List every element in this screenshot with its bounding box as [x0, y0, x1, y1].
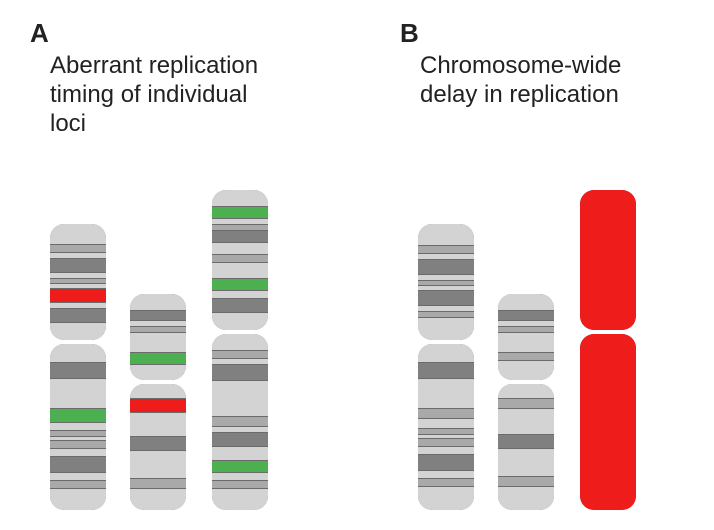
p-arm: [580, 190, 636, 330]
chromosome-area: [0, 190, 714, 510]
panel-label-a: A: [30, 18, 49, 49]
band: [580, 334, 636, 510]
panel-label-b: B: [400, 18, 419, 49]
band: [580, 190, 636, 330]
q-arm: [580, 334, 636, 510]
panel-title-b: Chromosome-wide delay in replication: [420, 52, 621, 110]
figure-root: AAberrant replication timing of individu…: [0, 0, 714, 530]
panel-title-a: Aberrant replication timing of individua…: [50, 52, 258, 138]
chromosome: [580, 190, 636, 510]
